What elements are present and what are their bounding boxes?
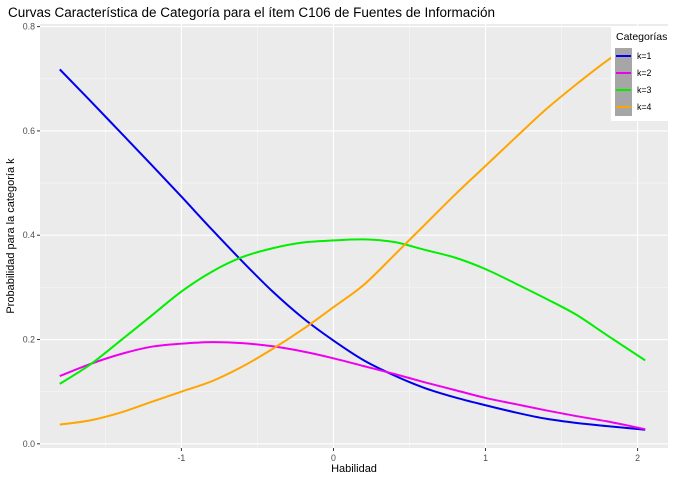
x-tick-label: 2 bbox=[635, 453, 640, 463]
x-axis-title: Habilidad bbox=[331, 463, 377, 475]
grid-major bbox=[40, 24, 668, 448]
y-axis-title: Probabilidad para la categoría k bbox=[5, 158, 17, 314]
legend-title: Categorías bbox=[616, 31, 667, 43]
legend: Categorías k=1 k=2 k=3 k=4 bbox=[611, 27, 677, 121]
y-tick-label: 0.8 bbox=[23, 22, 35, 32]
legend-label-k=1: k=1 bbox=[637, 51, 652, 61]
legend-label-k=4: k=4 bbox=[637, 102, 652, 112]
y-tick-label: 0.4 bbox=[23, 230, 35, 240]
x-axis: -1 0 1 2 bbox=[177, 448, 640, 463]
series-lines bbox=[59, 33, 646, 431]
y-tick-label: 0.0 bbox=[23, 439, 35, 449]
x-tick-label: 1 bbox=[483, 453, 488, 463]
legend-label-k=3: k=3 bbox=[637, 85, 652, 95]
y-tick-label: 0.6 bbox=[23, 126, 35, 136]
legend-label-k=2: k=2 bbox=[637, 68, 652, 78]
series-line-k=4 bbox=[59, 33, 646, 426]
x-tick-label: 0 bbox=[331, 453, 336, 463]
grid-minor bbox=[40, 24, 668, 448]
series-line-k=1 bbox=[59, 68, 646, 431]
chart-title: Curvas Característica de Categoría para … bbox=[8, 5, 495, 20]
y-tick-label: 0.2 bbox=[23, 335, 35, 345]
series-line-k=3 bbox=[59, 238, 646, 385]
y-axis: 0.0 0.2 0.4 0.6 0.8 bbox=[23, 22, 40, 449]
x-tick-label: -1 bbox=[177, 453, 185, 463]
legend-items: k=1 k=2 k=3 k=4 bbox=[615, 48, 652, 116]
series-line-k=2 bbox=[59, 341, 646, 431]
